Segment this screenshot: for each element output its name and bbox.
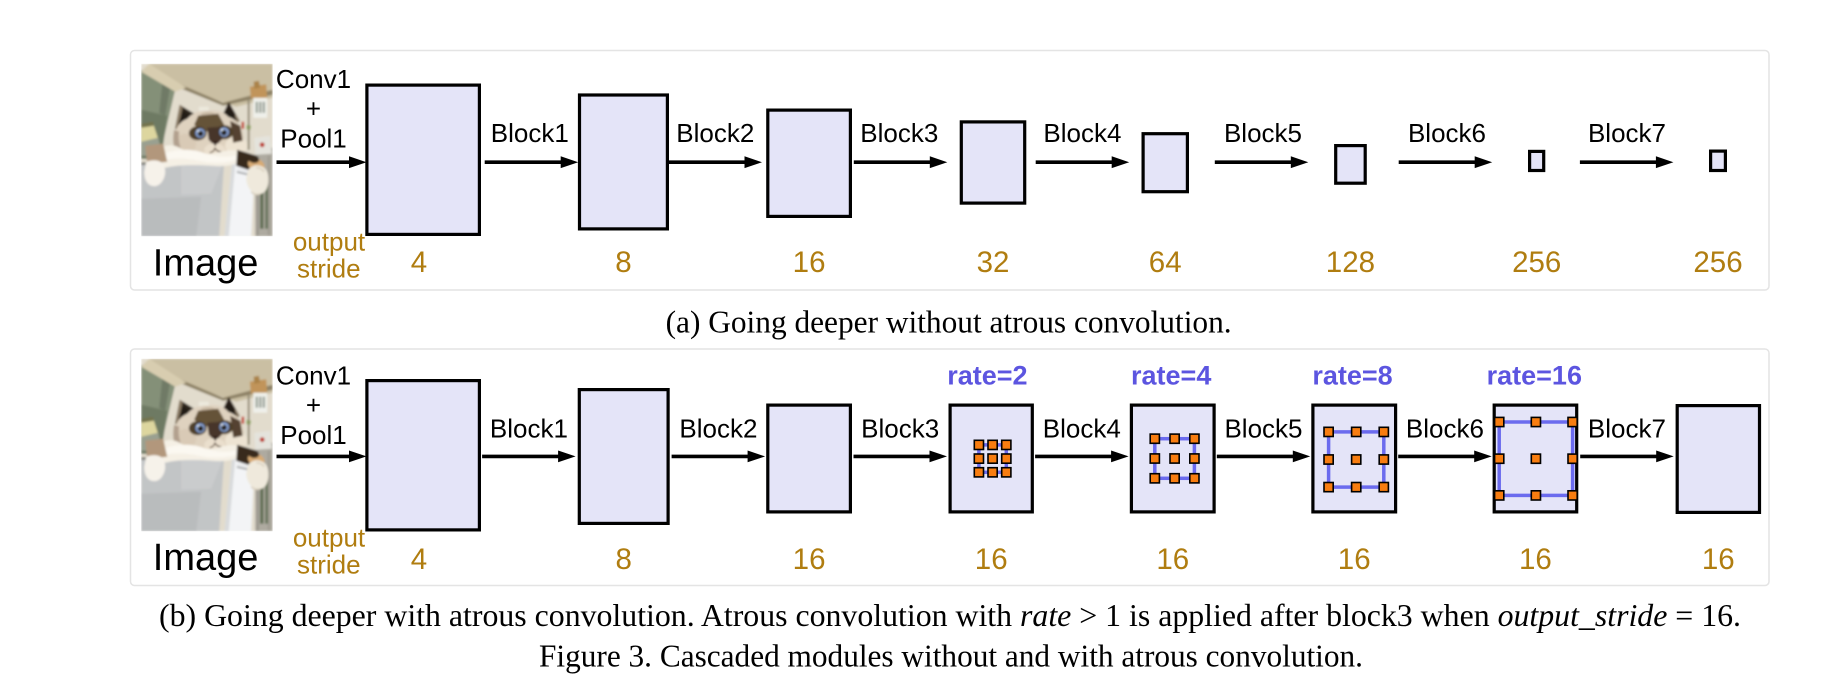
svg-text:Block5: Block5 [1224, 118, 1302, 148]
svg-text:Block1: Block1 [491, 118, 569, 148]
svg-text:4: 4 [411, 246, 427, 279]
svg-text:+: + [306, 94, 321, 124]
svg-text:rate=4: rate=4 [1131, 361, 1211, 391]
svg-text:16: 16 [793, 246, 826, 279]
svg-text:16: 16 [1338, 543, 1371, 576]
svg-text:Pool1: Pool1 [280, 420, 347, 450]
svg-text:64: 64 [1149, 246, 1182, 279]
svg-text:Conv1: Conv1 [276, 361, 351, 391]
svg-text:8: 8 [615, 543, 631, 576]
svg-text:Block2: Block2 [676, 118, 754, 148]
svg-text:16: 16 [1702, 543, 1735, 576]
svg-text:Block6: Block6 [1408, 118, 1486, 148]
svg-text:256: 256 [1693, 246, 1742, 279]
svg-text:rate=16: rate=16 [1487, 361, 1582, 391]
svg-text:128: 128 [1326, 246, 1375, 279]
svg-text:32: 32 [977, 246, 1010, 279]
svg-text:8: 8 [615, 246, 631, 279]
svg-text:Image: Image [153, 537, 259, 579]
svg-text:16: 16 [975, 543, 1008, 576]
svg-text:+: + [306, 390, 321, 420]
svg-text:Block3: Block3 [861, 414, 939, 444]
svg-text:16: 16 [1519, 543, 1552, 576]
svg-text:rate=8: rate=8 [1312, 361, 1392, 391]
svg-text:Block1: Block1 [490, 414, 568, 444]
svg-text:Block7: Block7 [1588, 414, 1666, 444]
svg-text:output: output [293, 227, 366, 257]
svg-text:output: output [293, 522, 366, 552]
svg-text:Block5: Block5 [1224, 414, 1302, 444]
svg-text:Block3: Block3 [860, 118, 938, 148]
svg-text:rate=2: rate=2 [947, 361, 1027, 391]
svg-text:Block7: Block7 [1588, 118, 1666, 148]
svg-text:Image: Image [153, 242, 259, 284]
svg-text:stride: stride [297, 253, 361, 283]
svg-text:Pool1: Pool1 [280, 123, 347, 153]
svg-text:stride: stride [297, 549, 361, 579]
svg-text:4: 4 [411, 543, 427, 576]
svg-text:(b) Going deeper with atrous c: (b) Going deeper with atrous convolution… [159, 597, 1741, 633]
svg-text:(a) Going deeper without atrou: (a) Going deeper without atrous convolut… [666, 303, 1232, 339]
svg-text:256: 256 [1512, 246, 1561, 279]
svg-text:Conv1: Conv1 [276, 64, 351, 94]
svg-text:Block4: Block4 [1043, 414, 1121, 444]
svg-text:Block6: Block6 [1406, 414, 1484, 444]
svg-text:Block2: Block2 [679, 414, 757, 444]
svg-text:Block4: Block4 [1043, 118, 1121, 148]
svg-text:16: 16 [1156, 543, 1189, 576]
svg-text:16: 16 [793, 543, 826, 576]
svg-text:Figure 3. Cascaded modules wit: Figure 3. Cascaded modules without and w… [539, 637, 1363, 673]
